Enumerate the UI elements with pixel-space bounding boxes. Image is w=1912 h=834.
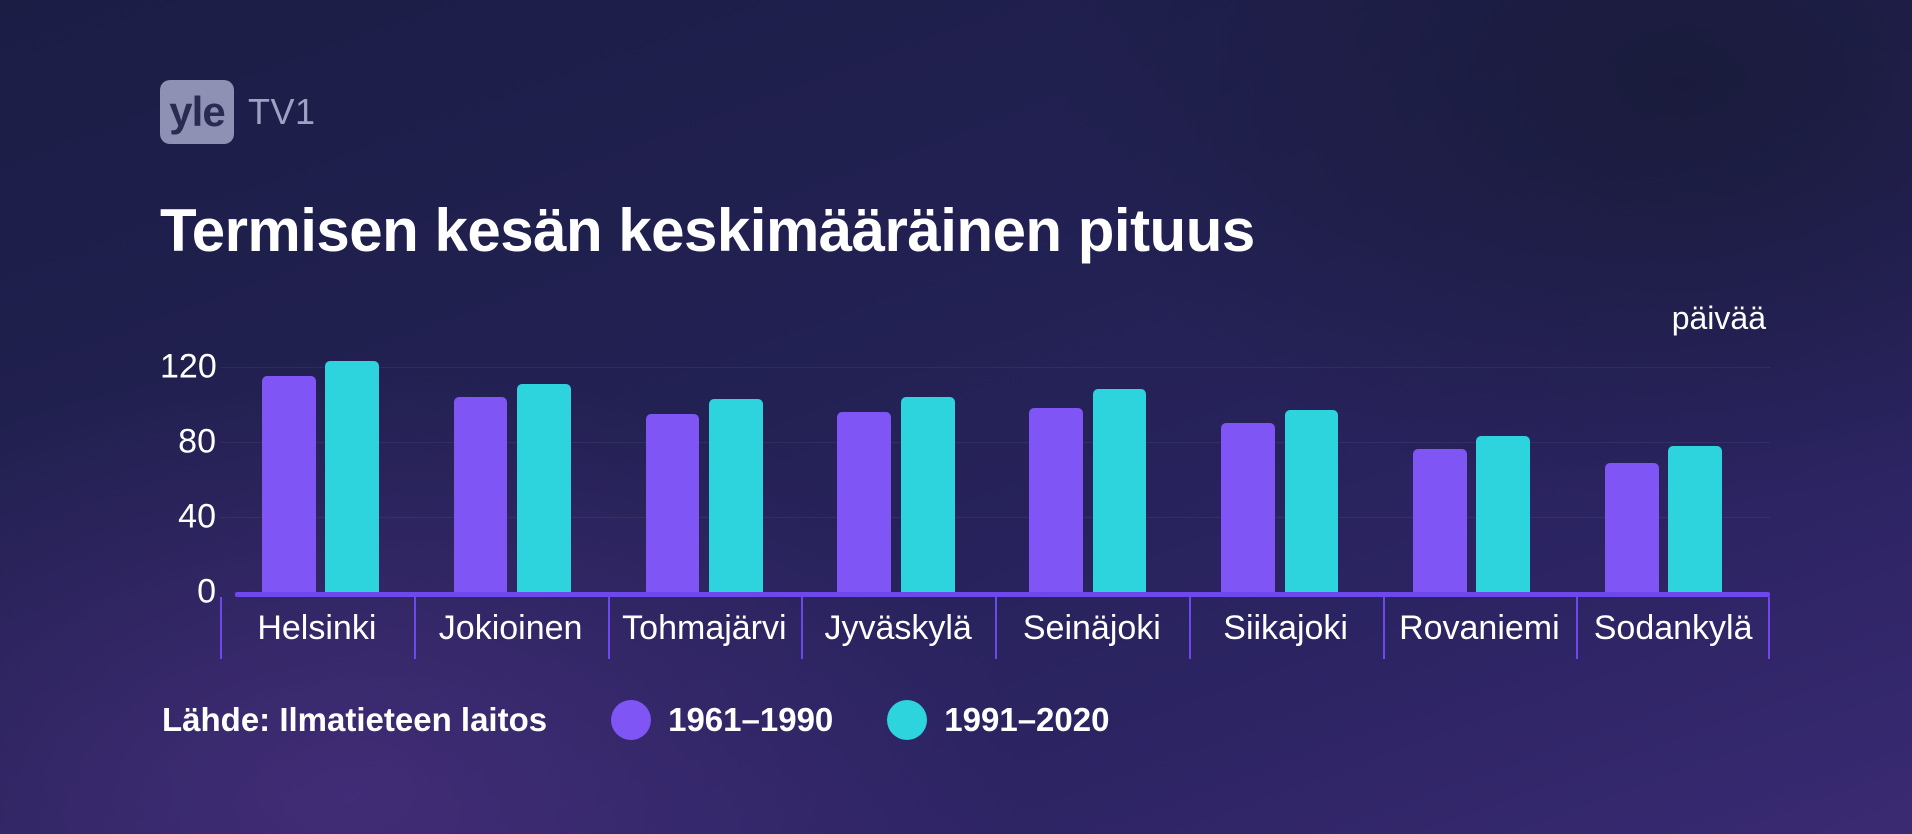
bar — [517, 383, 571, 592]
x-axis-line — [235, 592, 1770, 597]
x-axis-category-labels: Helsinki Jokioinen Tohmajärvi Jyväskylä Sein… — [220, 597, 1770, 659]
chart-footer: Lähde: Ilmatieteen laitos 1961–1990 1991–… — [162, 700, 1109, 740]
legend-item: 1961–1990 — [611, 700, 833, 740]
bar — [708, 398, 763, 592]
gridline — [220, 516, 1770, 518]
bar — [1604, 462, 1659, 592]
legend-item: 1991–2020 — [887, 700, 1109, 740]
legend: 1961–1990 1991–2020 — [611, 700, 1109, 740]
bar-group — [1386, 330, 1578, 592]
x-axis-category-label: Rovaniemi — [1382, 597, 1577, 659]
bar — [837, 411, 892, 592]
x-axis-category-label: Siikajoki — [1188, 597, 1383, 659]
bar-group — [1194, 330, 1386, 592]
x-axis-category-label: Helsinki — [220, 597, 414, 659]
x-axis-category-label: Sodankylä — [1576, 597, 1770, 659]
bar-group — [1003, 330, 1195, 592]
x-axis-category-label: Jyväskylä — [801, 597, 995, 659]
bar-group — [427, 330, 619, 592]
circle-swatch-icon — [887, 700, 928, 740]
gridline — [220, 441, 1770, 443]
page-title: Termisen kesän keskimääräinen pituus — [160, 197, 1255, 264]
bar — [261, 376, 316, 592]
x-axis-category-label: Tohmajärvi — [607, 597, 802, 659]
y-axis-tick-label: 80 — [178, 422, 216, 461]
y-axis-unit-label: päivää — [1671, 300, 1766, 336]
bar-group — [619, 330, 811, 592]
circle-swatch-icon — [611, 700, 652, 740]
bar — [325, 361, 379, 592]
bar — [1668, 445, 1723, 592]
bar-group — [811, 330, 1003, 592]
bar — [1029, 408, 1084, 592]
broadcaster-branding: yle TV1 — [160, 80, 316, 144]
bar-groups — [235, 330, 1770, 592]
bar — [453, 396, 508, 592]
x-axis-category-label: Seinäjoki — [995, 597, 1189, 659]
bar — [900, 396, 955, 592]
x-axis-category-label: Jokioinen — [413, 597, 608, 659]
source-label: Lähde: Ilmatieteen laitos — [162, 701, 548, 738]
y-axis-tick-label: 0 — [197, 572, 216, 611]
y-axis-tick-label: 120 — [160, 347, 217, 386]
plot-area: päivää 0 40 80 120 — [160, 300, 1770, 611]
y-axis-tick-label: 40 — [178, 497, 216, 536]
bar-group — [235, 330, 427, 592]
legend-label: 1961–1990 — [668, 701, 834, 738]
yle-logo: yle — [160, 80, 234, 144]
legend-label: 1991–2020 — [944, 701, 1110, 738]
bar — [1284, 410, 1339, 592]
bar — [1413, 449, 1467, 592]
bar-group — [1578, 330, 1770, 592]
bar — [1476, 436, 1531, 592]
gridline — [220, 366, 1770, 368]
bar — [1221, 423, 1275, 592]
bar — [1092, 389, 1147, 592]
channel-name: TV1 — [248, 91, 316, 132]
bar — [645, 413, 700, 592]
